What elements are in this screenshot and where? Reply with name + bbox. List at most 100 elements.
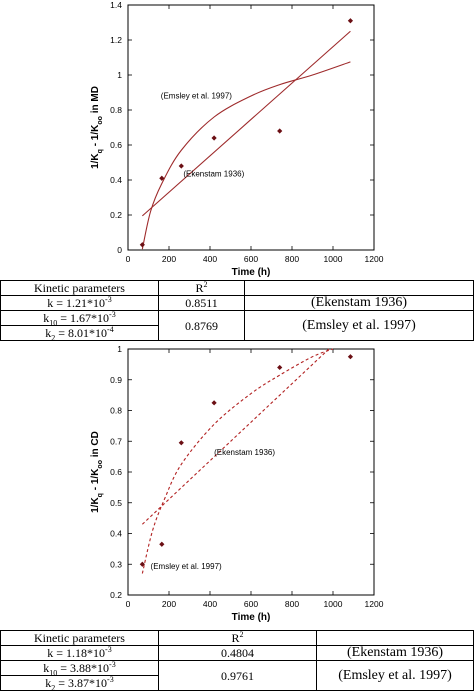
x-tick-label: 800	[285, 254, 299, 264]
x-axis-title: Time (h)	[232, 267, 271, 278]
y-tick-label: 1	[117, 70, 122, 80]
chart-cd: 0 200 400 600 800 1000 1200 0.2 0.3 0.4 0.5 0.6 0.7 0…	[0, 342, 474, 630]
x-tick-label: 1200	[365, 599, 384, 609]
y-tick-label: 0.7	[110, 436, 122, 446]
y-title-sub: oo	[97, 460, 104, 469]
data-point	[211, 135, 217, 141]
reference: (Emsley et al. 1997)	[316, 660, 474, 691]
curve-annotation: (Ekenstam 1936)	[183, 170, 244, 179]
y-tick-label: 0.8	[110, 105, 122, 115]
y-title-part: 1/K	[90, 497, 101, 513]
y-tick-label: 0.4	[110, 175, 122, 185]
plot-frame	[127, 4, 375, 251]
y-axis-title: 1/Kq - 1/Koo in CD	[90, 431, 104, 513]
y-title-sub: oo	[97, 116, 104, 125]
curve-annotation: (Emsley et al. 1997)	[161, 92, 232, 101]
fit-curve-emsley	[141, 61, 351, 250]
y-tick-label: 0.4	[110, 529, 122, 539]
x-tick-label: 200	[162, 254, 176, 264]
table-row: k10 = 1.67*10-3 0.8769 (Emsley et al. 19…	[0, 310, 474, 341]
y-title-sub: q	[97, 149, 104, 153]
table-header-row: Kinetic parameters R2	[0, 630, 474, 646]
table-row: k = 1.21*10-3 0.8511 (Ekenstam 1936)	[0, 295, 474, 311]
y-tick-label: 1	[117, 344, 122, 354]
y-axis-title: 1/Kq - 1/Koo in MD	[90, 86, 104, 169]
x-tick-label: 800	[285, 599, 299, 609]
data-point	[159, 175, 165, 181]
plot-frame	[127, 348, 375, 596]
y-tick-label: 0.8	[110, 406, 122, 416]
x-tick-label: 0	[126, 254, 131, 264]
header-empty	[316, 630, 474, 646]
y-title-part: in CD	[90, 431, 101, 460]
fit-curve-ekenstam	[141, 348, 330, 525]
table-row: k10 = 3.88*10-3 0.9761 (Emsley et al. 19…	[0, 660, 474, 691]
chart-md-svg: 0 200 400 600 800 1000 1200 0 0.2 0.4 0.6 0.8 1 1.2 1.…	[90, 0, 384, 278]
x-axis-title: Time (h)	[232, 612, 271, 623]
data-point	[211, 400, 217, 406]
chart-cd-svg: 0 200 400 600 800 1000 1200 0.2 0.3 0.4 0.5 0.6 0.7 0…	[90, 344, 384, 623]
header-empty	[244, 280, 474, 296]
k10-param: k10 = 1.67*10-3	[0, 310, 159, 327]
chart-md: 0 200 400 600 800 1000 1200 0 0.2 0.4 0.6 0.8 1 1.2 1.…	[0, 0, 474, 280]
data-point	[347, 18, 354, 24]
y-tick-label: 0.5	[110, 498, 122, 508]
y-tick-label: 0.2	[110, 210, 122, 220]
table-row: k = 1.18*10-3 0.4804 (Ekenstam 1936)	[0, 645, 474, 661]
data-point	[139, 561, 145, 567]
r2-value: 0.4804	[158, 645, 317, 661]
r2-value: 0.9761	[158, 660, 317, 691]
k-param: k = 1.18*10-3	[0, 645, 159, 661]
data-point	[347, 354, 354, 360]
y-title-sub: q	[97, 493, 104, 497]
y-title-part: in MD	[90, 86, 101, 116]
data-point	[178, 440, 184, 446]
data-point	[277, 128, 283, 134]
curve-annotation: (Emsley et al. 1997)	[151, 562, 222, 571]
r2-value: 0.8769	[158, 310, 245, 341]
x-tick-label: 1000	[324, 599, 343, 609]
table-row: k2 = 8.01*10-4	[0, 325, 474, 342]
k2-param: k2 = 3.87*10-3	[0, 675, 159, 692]
y-tick-label: 1.4	[110, 0, 122, 10]
fit-curve-emsley	[141, 348, 334, 574]
y-title-part: 1/K	[90, 153, 101, 169]
fit-curve-ekenstam	[141, 30, 351, 217]
k10-param: k10 = 3.88*10-3	[0, 660, 159, 677]
reference: (Ekenstam 1936)	[244, 295, 474, 311]
data-point	[159, 541, 165, 547]
x-tick-label: 0	[126, 599, 131, 609]
curve-annotation: (Ekenstam 1936)	[214, 448, 275, 457]
y-tick-label: 0.2	[110, 590, 122, 600]
header-r2: R2	[158, 630, 317, 646]
r2-value: 0.8511	[158, 295, 245, 311]
kinetic-table-cd: Kinetic parameters R2 k = 1.18*10-3 0.48…	[0, 630, 474, 692]
k2-param: k2 = 8.01*10-4	[0, 325, 159, 342]
k-param: k = 1.21*10-3	[0, 295, 159, 311]
x-tick-label: 400	[203, 254, 217, 264]
y-tick-label: 0.6	[110, 467, 122, 477]
y-tick-label: 0.9	[110, 375, 122, 385]
kinetic-table-md: Kinetic parameters R2 k = 1.21*10-3 0.85…	[0, 280, 474, 342]
reference: (Emsley et al. 1997)	[244, 310, 474, 341]
y-title-part: - 1/K	[90, 468, 101, 493]
header-kinetic-parameters: Kinetic parameters	[0, 280, 159, 296]
y-tick-label: 0.6	[110, 140, 122, 150]
data-point	[139, 242, 145, 248]
data-point	[178, 163, 184, 169]
x-tick-label: 1000	[324, 254, 343, 264]
y-tick-label: 0.3	[110, 559, 122, 569]
x-tick-label: 400	[203, 599, 217, 609]
y-tick-label: 1.2	[110, 35, 122, 45]
x-tick-label: 200	[162, 599, 176, 609]
x-tick-label: 1200	[365, 254, 384, 264]
reference: (Ekenstam 1936)	[316, 645, 474, 661]
data-point	[277, 364, 283, 371]
y-tick-label: 0	[117, 245, 122, 255]
header-kinetic-parameters: Kinetic parameters	[0, 630, 159, 646]
x-tick-label: 600	[244, 254, 258, 264]
y-title-part: - 1/K	[90, 124, 101, 149]
header-r2: R2	[158, 280, 245, 296]
table-header-row: Kinetic parameters R2	[0, 280, 474, 296]
x-tick-label: 600	[244, 599, 258, 609]
